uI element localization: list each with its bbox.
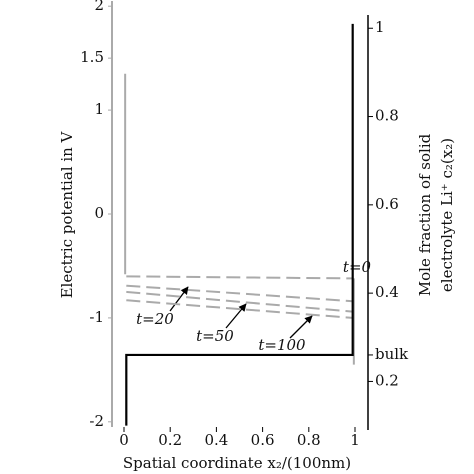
y2-axis-title: Mole fraction of solid <box>416 133 434 296</box>
y-tick-label: -2 <box>89 412 104 430</box>
arrow <box>169 286 189 312</box>
x-tick-label: 0.8 <box>297 431 321 449</box>
y2-tick-label: 0.6 <box>375 195 399 213</box>
y-tick-label: -1 <box>89 308 104 326</box>
x-tick-label: 0.2 <box>158 431 182 449</box>
y-tick-label: 0 <box>94 204 104 222</box>
arrow <box>225 303 247 329</box>
x-tick-label: 1 <box>350 431 360 449</box>
y2-axis-title: electrolyte Li⁺ c₂(x₂) <box>438 138 456 292</box>
y-axis-title: Electric potential in V <box>58 130 76 298</box>
x-tick-label: 0 <box>119 431 129 449</box>
data-line <box>125 23 354 426</box>
y2-tick-label: 1 <box>375 18 385 36</box>
data-line <box>126 284 353 303</box>
y2-tick-label: 0.4 <box>375 283 399 301</box>
series-label: t=0 <box>343 258 372 276</box>
y-tick-label: 1 <box>94 100 104 118</box>
series-label: t=50 <box>196 327 234 345</box>
series-label: t=100 <box>258 336 306 354</box>
data-line <box>126 290 353 313</box>
y2-tick-label: bulk <box>375 345 409 363</box>
y2-tick-label: 0.8 <box>375 107 399 125</box>
y2-tick-label: 0.2 <box>375 371 399 389</box>
data-line <box>126 275 353 280</box>
data-line <box>126 299 353 319</box>
x-tick-label: 0.4 <box>204 431 228 449</box>
y-tick-label: 2 <box>94 0 104 14</box>
y-tick-label: 1.5 <box>80 48 104 66</box>
series-label: t=20 <box>136 310 174 328</box>
arrow <box>289 315 313 339</box>
x-tick-label: 0.6 <box>251 431 275 449</box>
x-axis-title: Spatial coordinate x₂/(100nm) <box>123 454 351 472</box>
